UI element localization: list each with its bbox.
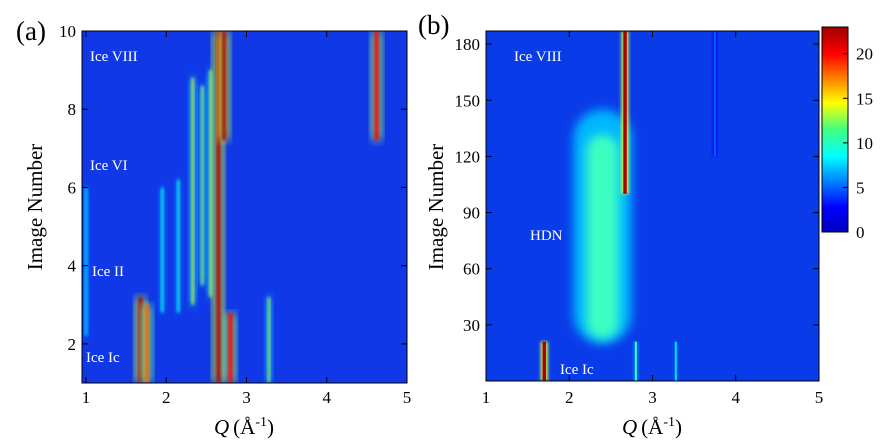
annotation-hdn: HDN bbox=[530, 228, 563, 244]
xlabel-symbol: Q bbox=[622, 415, 637, 439]
peak-core-b-1 bbox=[623, 31, 627, 194]
xlabel-unit: (Å bbox=[641, 415, 664, 439]
peak-core-a-6 bbox=[201, 85, 204, 286]
b-ytick-label-4: 150 bbox=[455, 91, 481, 110]
xlabel-unit: (Å bbox=[233, 415, 256, 439]
a-ytick-label-1: 4 bbox=[68, 257, 77, 276]
annotation-ice-ic: Ice Ic bbox=[560, 362, 594, 378]
a-ytick-label-3: 8 bbox=[68, 100, 77, 119]
panel-a-ylabel: Image Number bbox=[23, 144, 47, 271]
panel-a-xlabel: Q (Å-1) bbox=[214, 415, 274, 439]
panel-a: 1 2 3 4 5 2 4 6 8 10 (a) Image Number Q (Å-1) Ice … bbox=[16, 16, 411, 439]
a-xtick-label-4: 5 bbox=[403, 388, 412, 407]
peak-core-a-10 bbox=[228, 312, 233, 383]
a-xtick-label-3: 4 bbox=[323, 388, 332, 407]
cb-tick-label-2: 10 bbox=[856, 134, 873, 153]
b-xtick-label-3: 4 bbox=[732, 388, 741, 407]
peak-core-a-4 bbox=[177, 179, 180, 313]
panel-b-background bbox=[486, 31, 819, 381]
panel-b-ylabel: Image Number bbox=[424, 144, 448, 271]
xlabel-close: ) bbox=[267, 415, 274, 439]
a-ytick-label-0: 2 bbox=[68, 335, 77, 354]
peak-core-a-1 bbox=[138, 296, 143, 383]
a-ytick-label-2: 6 bbox=[68, 178, 77, 197]
a-ytick-label-4: 10 bbox=[59, 22, 76, 41]
a-xtick-label-2: 3 bbox=[242, 388, 251, 407]
panel-b-xlabel: Q (Å-1) bbox=[622, 415, 682, 439]
peak-core-a-7 bbox=[209, 70, 212, 297]
hdn-band-core bbox=[586, 134, 619, 339]
peak-core-a-11 bbox=[267, 296, 271, 383]
b-xtick-label-1: 2 bbox=[565, 388, 574, 407]
colorbar-gradient bbox=[821, 26, 849, 233]
cb-tick-label-4: 20 bbox=[856, 45, 873, 64]
b-xtick-label-0: 1 bbox=[482, 388, 491, 407]
peak-core-a-3 bbox=[160, 187, 164, 313]
xlabel-sup: -1 bbox=[663, 415, 675, 430]
peak-core-a-8 bbox=[216, 31, 221, 383]
peak-core-a-12 bbox=[374, 31, 379, 141]
annotation-ice-viii: Ice VIII bbox=[514, 49, 562, 65]
panel-b: 1 2 3 4 5 30 60 90 120 150 180 (b) Image Number Q(… bbox=[418, 10, 823, 439]
peak-core-b-5 bbox=[713, 31, 716, 157]
peak-core-a-2 bbox=[145, 304, 149, 383]
peak-core-b-2 bbox=[542, 341, 547, 381]
cb-tick-label-3: 15 bbox=[856, 89, 873, 108]
panel-a-marks bbox=[83, 31, 381, 383]
panel-a-axes: 1 2 3 4 5 2 4 6 8 10 bbox=[59, 22, 411, 407]
peak-core-a-5 bbox=[191, 77, 194, 305]
annotation-ice-ii: Ice II bbox=[92, 264, 124, 280]
b-ytick-label-2: 90 bbox=[463, 204, 480, 223]
panel-a-background bbox=[82, 31, 407, 383]
panel-b-axes: 1 2 3 4 5 30 60 90 120 150 180 bbox=[455, 31, 824, 407]
cb-tick-label-1: 5 bbox=[856, 178, 865, 197]
panel-b-marks bbox=[540, 31, 717, 381]
panel-b-label: (b) bbox=[418, 10, 449, 40]
peak-core-b-4 bbox=[674, 341, 677, 381]
b-xtick-label-4: 5 bbox=[815, 388, 824, 407]
annotation-ice-ic: Ice Ic bbox=[86, 350, 120, 366]
b-ytick-label-3: 120 bbox=[455, 147, 481, 166]
b-ytick-label-1: 60 bbox=[463, 260, 480, 279]
annotation-ice-viii: Ice VIII bbox=[90, 49, 138, 65]
xlabel-symbol: Q bbox=[214, 415, 229, 439]
peak-core-a-0 bbox=[84, 187, 88, 337]
colorbar-ticks: 0 5 10 15 20 bbox=[843, 45, 873, 242]
xlabel-close: ) bbox=[675, 415, 682, 439]
colorbar: 0 5 10 15 20 bbox=[821, 26, 873, 242]
b-ytick-label-0: 30 bbox=[463, 316, 480, 335]
xlabel-sup: -1 bbox=[255, 415, 267, 430]
b-xtick-label-2: 3 bbox=[648, 388, 657, 407]
cb-tick-label-0: 0 bbox=[856, 223, 865, 242]
peak-core-b-3 bbox=[634, 341, 637, 381]
b-ytick-label-5: 180 bbox=[455, 35, 481, 54]
panel-a-frame bbox=[81, 30, 408, 384]
a-xtick-label-1: 2 bbox=[162, 388, 171, 407]
panel-a-label: (a) bbox=[16, 16, 46, 46]
peak-core-a-9 bbox=[222, 31, 227, 141]
annotation-ice-vi: Ice VI bbox=[90, 158, 128, 174]
a-xtick-label-0: 1 bbox=[82, 388, 91, 407]
